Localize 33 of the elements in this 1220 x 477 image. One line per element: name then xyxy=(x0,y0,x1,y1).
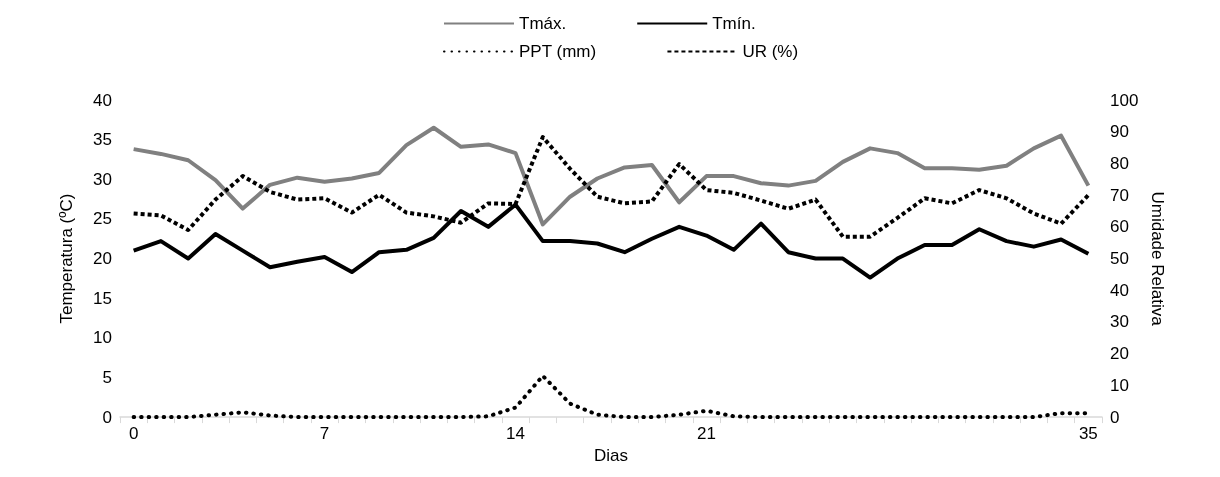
y2-tick-label: 40 xyxy=(1110,280,1129,300)
x-tick-label: 0 xyxy=(128,424,139,444)
y2-tick-label: 80 xyxy=(1110,153,1129,173)
y2-tick-label: 10 xyxy=(1110,375,1129,395)
y2-tick-label: 70 xyxy=(1110,185,1129,205)
legend-label: Tmáx. xyxy=(519,14,567,33)
y2-tick-label: 50 xyxy=(1110,249,1129,269)
y2-tick-label: 100 xyxy=(1110,90,1139,110)
y-tick-label: 10 xyxy=(93,328,112,348)
y-tick-label: 5 xyxy=(102,367,112,387)
y2-tick-label: 30 xyxy=(1110,312,1129,332)
legend-label: UR (%) xyxy=(742,42,799,61)
y-axis-title: Temperatura (ºC) xyxy=(57,193,76,324)
legend-label: Tmín. xyxy=(712,14,756,33)
x-axis-title: Dias xyxy=(593,446,629,465)
line-series xyxy=(131,125,1091,227)
y-tick-label: 30 xyxy=(93,169,112,189)
y-tick-label: 15 xyxy=(93,288,112,308)
x-tick-label: 7 xyxy=(319,424,330,444)
legend-label: PPT (mm) xyxy=(519,42,597,61)
y-tick-label: 35 xyxy=(93,130,112,150)
y2-axis-title: Umidade Relativa xyxy=(1148,191,1168,327)
y-tick-label: 40 xyxy=(93,90,112,110)
y-tick-label: 20 xyxy=(93,249,112,269)
y2-tick-label: 20 xyxy=(1110,344,1129,364)
y-tick-label: 25 xyxy=(93,209,112,229)
y2-tick-label: 90 xyxy=(1110,122,1129,142)
x-tick-label: 35 xyxy=(1078,424,1098,444)
y2-tick-label: 60 xyxy=(1110,217,1129,237)
y-tick-label: 0 xyxy=(102,407,112,427)
x-tick-label: 14 xyxy=(506,424,525,444)
y2-tick-label: 0 xyxy=(1110,407,1120,427)
x-tick-label: 21 xyxy=(697,424,716,444)
